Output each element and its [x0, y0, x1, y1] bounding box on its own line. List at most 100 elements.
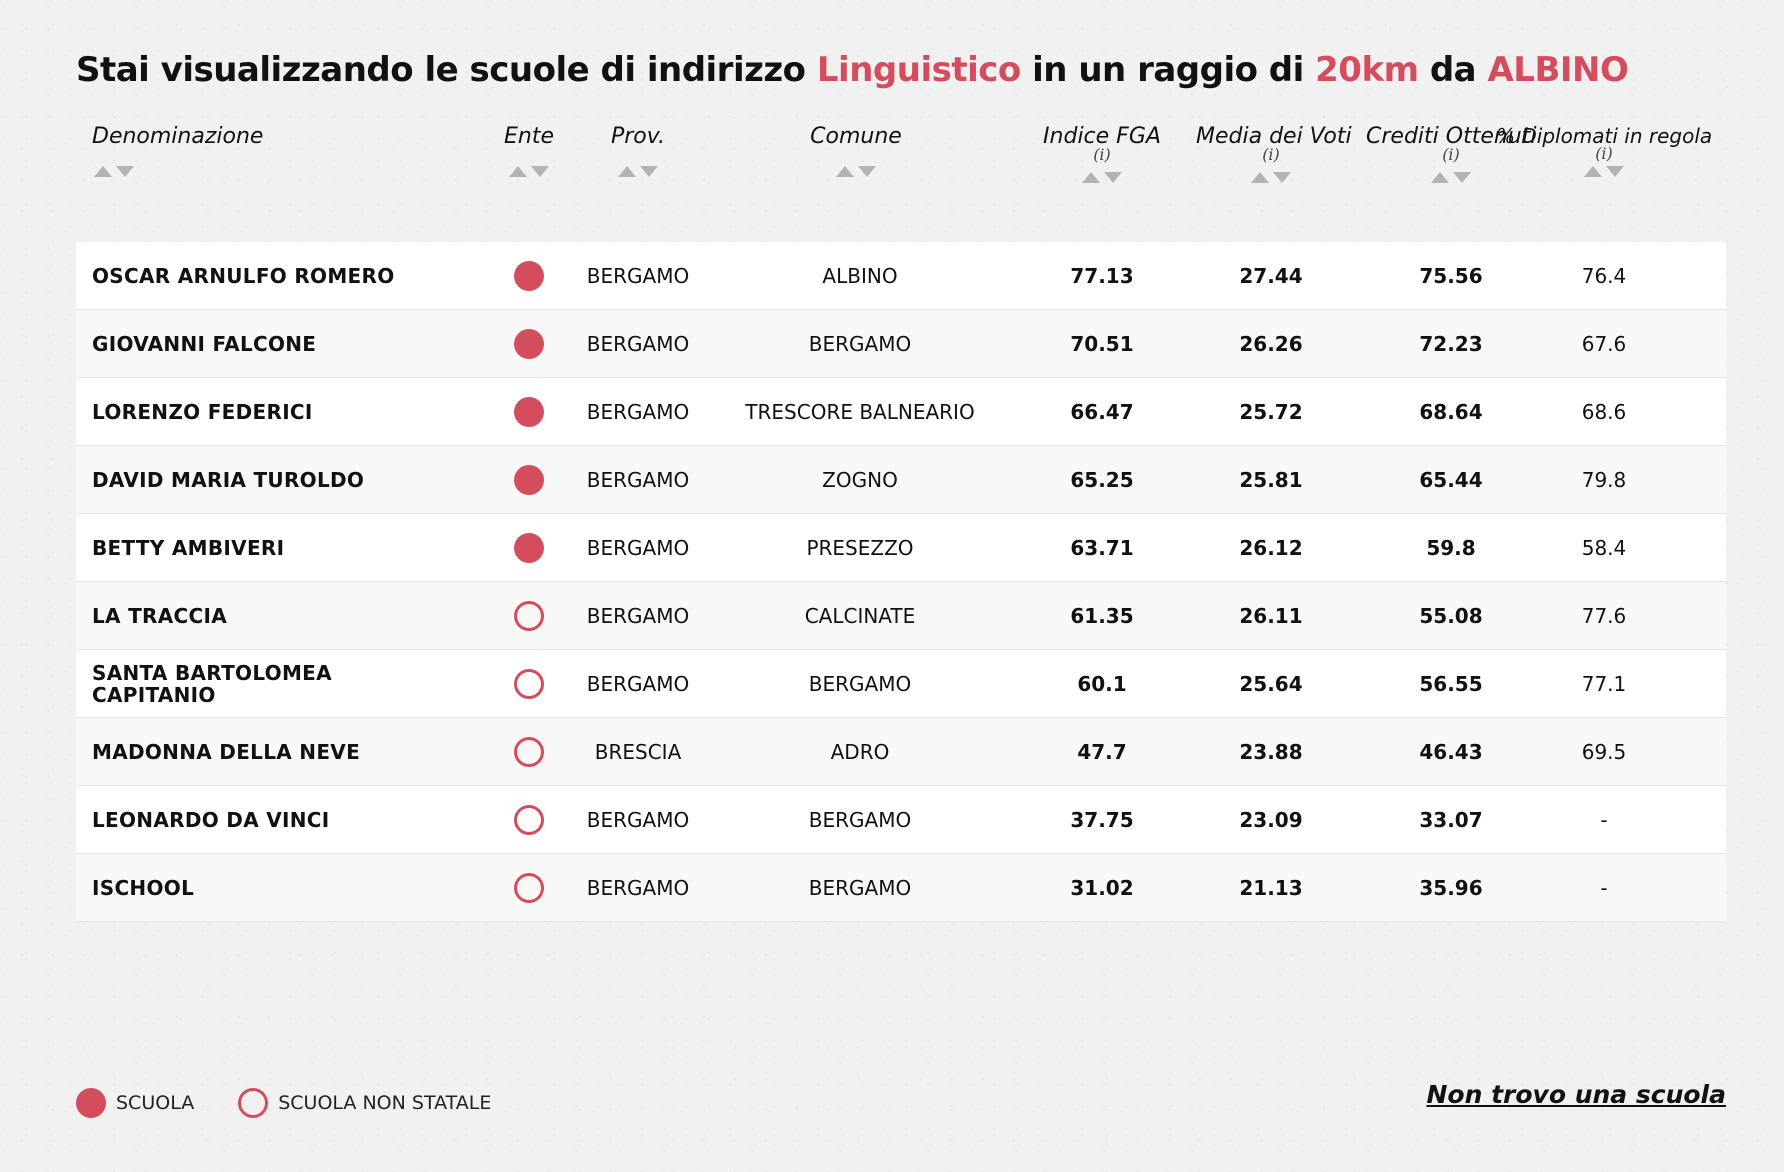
media-voti: 26.26 [1239, 331, 1303, 356]
sort-desc-icon[interactable] [1273, 172, 1291, 183]
sort-asc-icon[interactable] [836, 166, 854, 177]
school-name: DAVID MARIA TUROLDO [92, 467, 365, 492]
info-icon[interactable]: (i) [1442, 145, 1460, 164]
info-icon[interactable]: (i) [1093, 145, 1111, 164]
diplomati-regola: 79.8 [1581, 467, 1627, 492]
diplomati-regola: 68.6 [1581, 399, 1627, 424]
ente-cell [502, 718, 556, 785]
column-diplomati-label: % Diplomati in regola [1496, 124, 1713, 148]
sort-desc-icon[interactable] [531, 166, 549, 177]
column-prov: Prov. [568, 124, 708, 224]
province: BERGAMO [586, 467, 690, 492]
sort-asc-icon[interactable] [1251, 172, 1269, 183]
comune: TRESCORE BALNEARIO [745, 399, 975, 424]
legend-item-non-statale: SCUOLA NON STATALE [238, 1088, 491, 1118]
non-statale-dot-icon [514, 668, 544, 699]
sort-ente [509, 166, 549, 177]
table-row[interactable]: GIOVANNI FALCONE BERGAMO BERGAMO 70.51 26.26… [76, 310, 1726, 378]
non-statale-dot-icon [514, 736, 544, 767]
page-title: Stai visualizzando le scuole di indirizz… [76, 50, 1629, 90]
sort-asc-icon[interactable] [1431, 172, 1449, 183]
schools-table: OSCAR ARNULFO ROMERO BERGAMO ALBINO 77.13 27… [76, 242, 1726, 922]
comune: BERGAMO [808, 671, 912, 696]
media-voti: 27.44 [1239, 263, 1303, 288]
indice-fga: 77.13 [1070, 263, 1134, 288]
column-crediti: Crediti Ottenuti (i) [1366, 124, 1536, 224]
crediti-ottenuti: 33.07 [1419, 807, 1483, 832]
info-icon[interactable]: (i) [1262, 145, 1280, 164]
comune: CALCINATE [804, 603, 916, 628]
province: BERGAMO [586, 535, 690, 560]
table-row[interactable]: DAVID MARIA TUROLDO BERGAMO ZOGNO 65.25 25.8… [76, 446, 1726, 514]
comune: BERGAMO [808, 331, 912, 356]
school-name: OSCAR ARNULFO ROMERO [92, 263, 395, 288]
sort-desc-icon[interactable] [640, 166, 658, 177]
province: BERGAMO [586, 807, 690, 832]
indice-fga: 63.71 [1070, 535, 1134, 560]
table-row[interactable]: LORENZO FEDERICI BERGAMO TRESCORE BALNEARI… [76, 378, 1726, 446]
diplomati-regola: 69.5 [1581, 739, 1627, 764]
media-voti: 25.72 [1239, 399, 1303, 424]
ente-cell [502, 242, 556, 309]
indice-fga: 60.1 [1077, 671, 1127, 696]
table-row[interactable]: LEONARDO DA VINCI BERGAMO BERGAMO 37.75 23.0… [76, 786, 1726, 854]
indice-fga: 70.51 [1070, 331, 1134, 356]
table-row[interactable]: OSCAR ARNULFO ROMERO BERGAMO ALBINO 77.13 27… [76, 242, 1726, 310]
media-voti: 26.11 [1239, 603, 1303, 628]
scuola-dot-icon [514, 464, 544, 495]
table-header: Denominazione Ente Prov. Comune Indice F… [76, 124, 1726, 224]
school-name: LORENZO FEDERICI [92, 399, 313, 424]
crediti-ottenuti: 65.44 [1419, 467, 1483, 492]
title-radius: 20km [1315, 50, 1419, 90]
sort-asc-icon[interactable] [1584, 166, 1602, 177]
crediti-ottenuti: 68.64 [1419, 399, 1483, 424]
sort-diplomati [1584, 166, 1624, 177]
legend-non-statale-label: SCUOLA NON STATALE [278, 1092, 492, 1114]
crediti-ottenuti: 56.55 [1419, 671, 1483, 696]
column-comune: Comune [696, 124, 1016, 224]
school-name: GIOVANNI FALCONE [92, 331, 317, 356]
comune: PRESEZZO [806, 535, 914, 560]
comune: ALBINO [822, 263, 898, 288]
school-name: MADONNA DELLA NEVE [92, 739, 361, 764]
column-comune-label: Comune [810, 124, 902, 149]
province: BERGAMO [586, 263, 690, 288]
school-name: LA TRACCIA [92, 603, 227, 628]
ente-cell [502, 582, 556, 649]
sort-asc-icon[interactable] [94, 166, 112, 177]
non-statale-dot-icon [238, 1088, 269, 1118]
sort-desc-icon[interactable] [1453, 172, 1471, 183]
sort-desc-icon[interactable] [1606, 166, 1624, 177]
legend-scuola-label: SCUOLA [116, 1092, 195, 1114]
indice-fga: 66.47 [1070, 399, 1134, 424]
column-prov-label: Prov. [611, 124, 665, 149]
sort-asc-icon[interactable] [1082, 172, 1100, 183]
crediti-ottenuti: 35.96 [1419, 875, 1483, 900]
table-row[interactable]: BETTY AMBIVERI BERGAMO PRESEZZO 63.71 26.12 5… [76, 514, 1726, 582]
info-icon[interactable]: (i) [1595, 144, 1613, 163]
table-row[interactable]: SANTA BARTOLOMEA CAPITANIO BERGAMO BERGAMO… [76, 650, 1726, 718]
sort-fga [1082, 172, 1122, 183]
column-media-label: Media dei Voti [1196, 124, 1352, 149]
media-voti: 23.88 [1239, 739, 1303, 764]
table-row[interactable]: MADONNA DELLA NEVE BRESCIA ADRO 47.7 23.88 46… [76, 718, 1726, 786]
scuola-dot-icon [514, 396, 544, 427]
comune: BERGAMO [808, 875, 912, 900]
school-name: BETTY AMBIVERI [92, 535, 285, 560]
table-row[interactable]: ISCHOOL BERGAMO BERGAMO 31.02 21.13 35.96 - [76, 854, 1726, 922]
media-voti: 21.13 [1239, 875, 1303, 900]
sort-asc-icon[interactable] [509, 166, 527, 177]
indice-fga: 31.02 [1070, 875, 1134, 900]
sort-desc-icon[interactable] [858, 166, 876, 177]
legend-item-scuola: SCUOLA [76, 1088, 194, 1118]
table-row[interactable]: LA TRACCIA BERGAMO CALCINATE 61.35 26.11 55.0… [76, 582, 1726, 650]
sort-desc-icon[interactable] [1104, 172, 1122, 183]
column-ente-label: Ente [503, 124, 554, 149]
scuola-dot-icon [514, 328, 544, 359]
sort-desc-icon[interactable] [116, 166, 134, 177]
not-found-link[interactable]: Non trovo una scuola [1426, 1080, 1726, 1109]
sort-asc-icon[interactable] [618, 166, 636, 177]
title-indirizzo: Linguistico [816, 50, 1021, 90]
crediti-ottenuti: 59.8 [1426, 535, 1476, 560]
column-ente: Ente [502, 124, 556, 224]
